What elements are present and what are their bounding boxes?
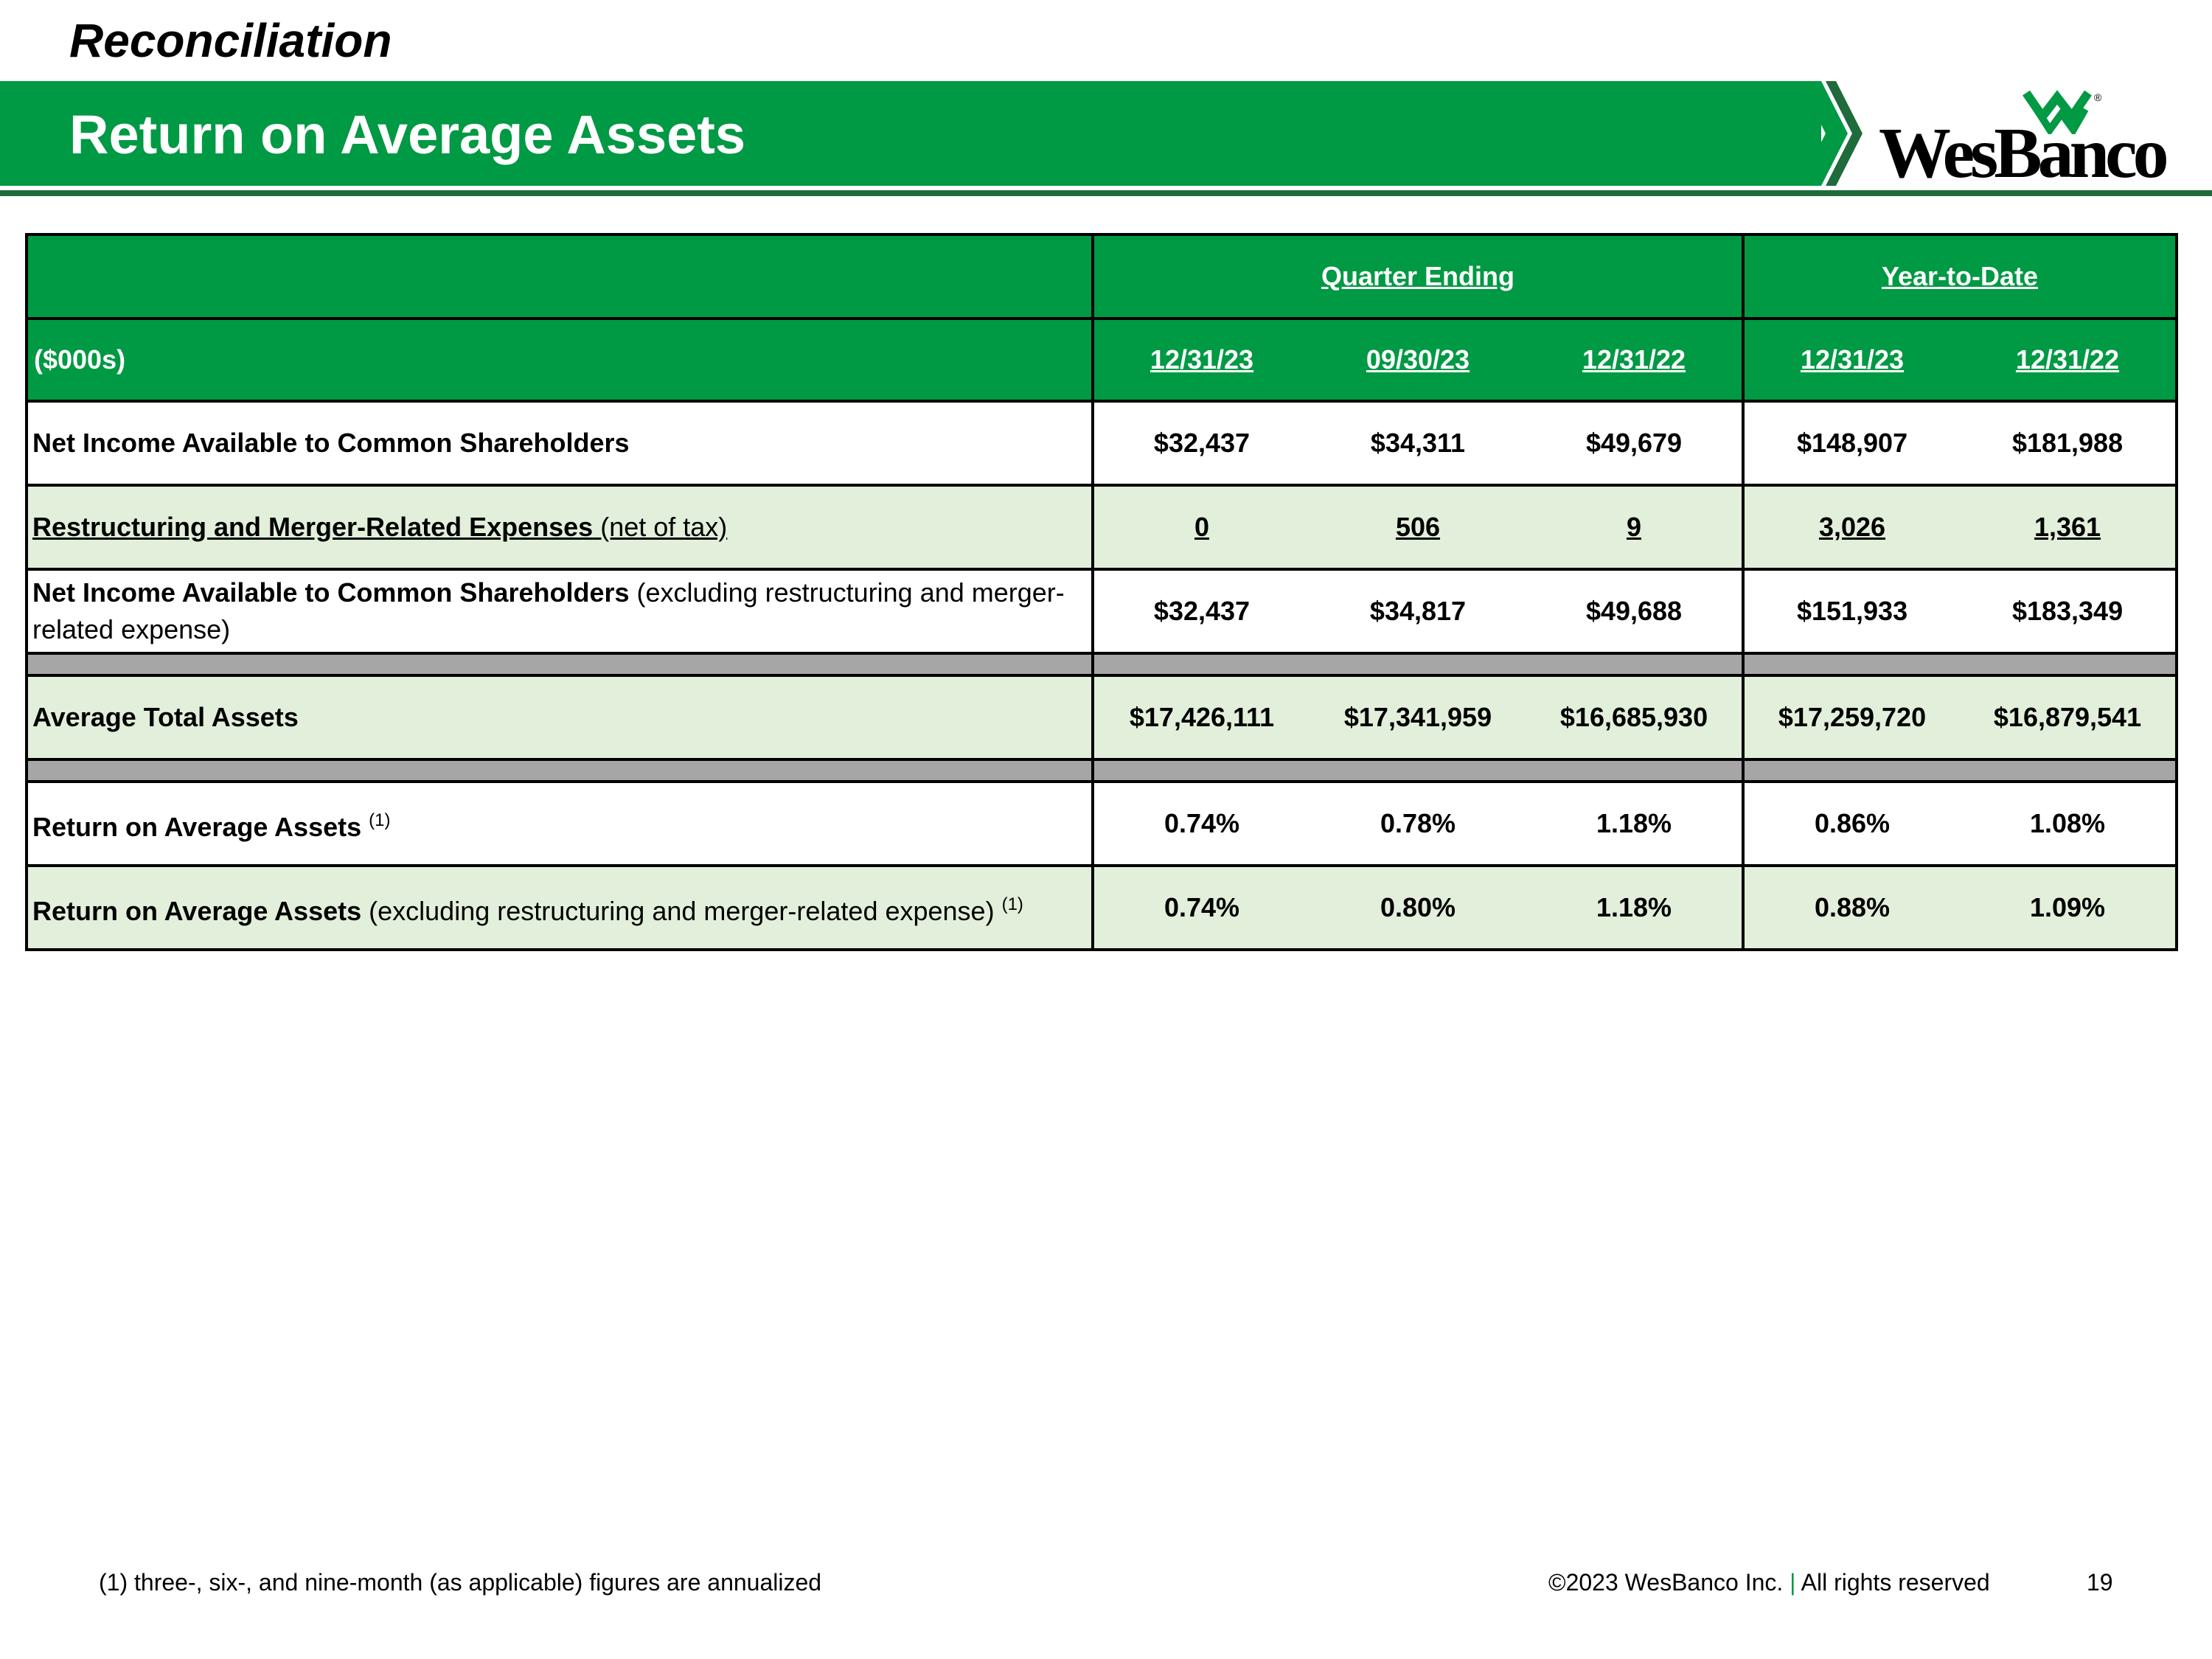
- table-cell: 0.74%: [1091, 864, 1310, 951]
- table-cell: 1.08%: [1960, 780, 2179, 867]
- registered-mark: ®: [2094, 91, 2102, 103]
- table-cell: $16,685,930: [1526, 674, 1745, 761]
- table-cell: 3,026: [1742, 484, 1961, 571]
- row-label: Net Income Available to Common Sharehold…: [25, 400, 1094, 487]
- row-label: Restructuring and Merger-Related Expense…: [25, 484, 1094, 571]
- separator-cell: [25, 652, 1094, 677]
- copyright-text: ©2023 WesBanco Inc.: [1548, 1569, 1784, 1596]
- group-year-to-date: Year-to-Date: [1742, 233, 2179, 320]
- footer-separator: |: [1790, 1569, 1796, 1596]
- row-label: Average Total Assets: [25, 674, 1094, 761]
- table-cell: 1.18%: [1526, 780, 1745, 867]
- separator-cell: [1742, 652, 1961, 677]
- separator-cell: [25, 758, 1094, 783]
- reconciliation-table: Quarter Ending Year-to-Date ($000s) 12/3…: [25, 233, 2179, 951]
- header-rule: [0, 190, 2212, 196]
- table-cell: $49,688: [1526, 568, 1745, 655]
- table-cell: $17,341,959: [1310, 674, 1526, 761]
- page-number: 19: [2087, 1569, 2113, 1596]
- page-title: Return on Average Assets: [69, 104, 746, 165]
- table-cell: 0: [1091, 484, 1310, 571]
- table-header-groups: Quarter Ending Year-to-Date: [25, 233, 2179, 320]
- table-cell: 0.88%: [1742, 864, 1961, 951]
- table-cell: $151,933: [1742, 568, 1961, 655]
- table-row: Return on Average Assets (1) 0.74% 0.78%…: [25, 780, 2179, 867]
- separator-cell: [1526, 758, 1745, 783]
- table-cell: $183,349: [1960, 568, 2179, 655]
- wesbanco-logo-icon: [2023, 90, 2092, 134]
- table-row: Net Income Available to Common Sharehold…: [25, 400, 2179, 487]
- separator-cell: [1310, 652, 1526, 677]
- table-cell: $17,426,111: [1091, 674, 1310, 761]
- table-row: Return on Average Assets (excluding rest…: [25, 864, 2179, 951]
- date-header: 12/31/22: [1960, 317, 2179, 403]
- table-cell: 506: [1310, 484, 1526, 571]
- table-row: Restructuring and Merger-Related Expense…: [25, 484, 2179, 571]
- date-header: 12/31/23: [1742, 317, 1961, 403]
- table-cell: $34,311: [1310, 400, 1526, 487]
- table-cell: 1.18%: [1526, 864, 1745, 951]
- table-cell: $32,437: [1091, 568, 1310, 655]
- table-cell: 0.86%: [1742, 780, 1961, 867]
- title-banner: [0, 81, 1821, 186]
- separator-cell: [1091, 652, 1310, 677]
- table-row: Average Total Assets $17,426,111 $17,341…: [25, 674, 2179, 761]
- table-cell: 0.78%: [1310, 780, 1526, 867]
- row-label: Net Income Available to Common Sharehold…: [25, 568, 1094, 655]
- separator-row: [25, 758, 2179, 783]
- table-cell: 0.74%: [1091, 780, 1310, 867]
- row-label: Return on Average Assets (1): [25, 780, 1094, 867]
- table-cell: $148,907: [1742, 400, 1961, 487]
- separator-cell: [1960, 758, 2179, 783]
- header-blank-cell: [25, 233, 1094, 320]
- table-cell: $16,879,541: [1960, 674, 2179, 761]
- date-header: 12/31/23: [1091, 317, 1310, 403]
- table-row: Net Income Available to Common Sharehold…: [25, 568, 2179, 655]
- table-cell: $181,988: [1960, 400, 2179, 487]
- footnote: (1) three-, six-, and nine-month (as app…: [99, 1569, 822, 1596]
- row-label: Return on Average Assets (excluding rest…: [25, 864, 1094, 951]
- separator-cell: [1526, 652, 1745, 677]
- separator-cell: [1091, 758, 1310, 783]
- table-cell: $34,817: [1310, 568, 1526, 655]
- table-header-dates: ($000s) 12/31/23 09/30/23 12/31/22 12/31…: [25, 317, 2179, 403]
- table-cell: $49,679: [1526, 400, 1745, 487]
- separator-cell: [1960, 652, 2179, 677]
- table-cell: 1.09%: [1960, 864, 2179, 951]
- units-label: ($000s): [25, 317, 1094, 403]
- separator-row: [25, 652, 2179, 677]
- table-cell: $32,437: [1091, 400, 1310, 487]
- table-cell: 1,361: [1960, 484, 2179, 571]
- section-title: Reconciliation: [69, 14, 392, 67]
- table-cell: 0.80%: [1310, 864, 1526, 951]
- table-cell: 9: [1526, 484, 1745, 571]
- copyright: ©2023 WesBanco Inc. | All rights reserve…: [1548, 1569, 1990, 1596]
- table-cell: $17,259,720: [1742, 674, 1961, 761]
- date-header: 12/31/22: [1526, 317, 1745, 403]
- wesbanco-logo: WesBanco: [1879, 114, 2169, 193]
- date-header: 09/30/23: [1310, 317, 1526, 403]
- separator-cell: [1742, 758, 1961, 783]
- group-quarter-ending: Quarter Ending: [1091, 233, 1745, 320]
- rights-text: All rights reserved: [1801, 1569, 1990, 1596]
- separator-cell: [1310, 758, 1526, 783]
- chevron-arrow-icon: [1799, 81, 1863, 186]
